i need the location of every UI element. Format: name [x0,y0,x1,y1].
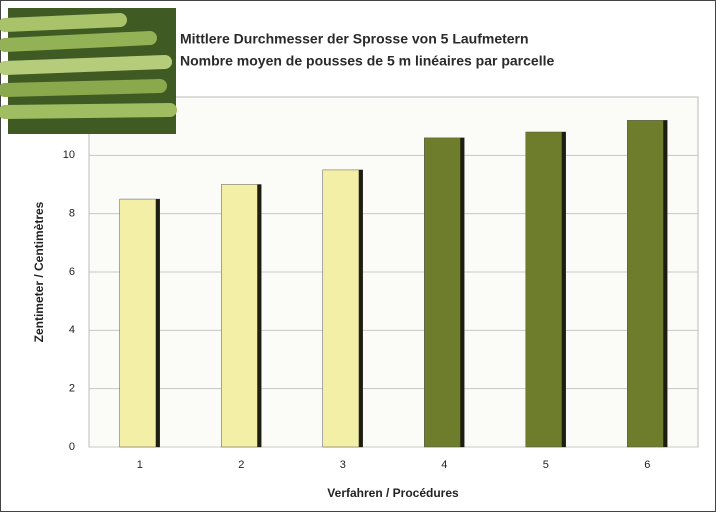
y-tick-label: 6 [69,266,75,278]
y-tick-label: 10 [63,149,75,161]
y-tick-label: 0 [69,441,75,453]
x-tick-label: 6 [644,459,650,471]
y-tick-label: 4 [69,324,75,336]
y-tick-label: 2 [69,383,75,395]
asparagus-photo [5,8,176,134]
bar [323,170,363,447]
chart: Mittlere Durchmesser der Sprosse von 5 L… [0,0,716,512]
bar-shadow [562,132,566,447]
x-tick-label: 2 [238,459,244,471]
bar-shadow [460,138,464,447]
y-tick-label: 8 [69,208,75,220]
x-tick-label: 1 [137,459,143,471]
bar-shadow [156,199,160,447]
x-tick-label: 5 [543,459,549,471]
chart-title: Mittlere Durchmesser der Sprosse von 5 L… [180,31,529,47]
bar-shadow [359,170,363,447]
y-axis-title: Zentimeter / Centimètres [32,201,46,342]
bar [424,138,464,447]
bar-shadow [663,120,667,447]
x-axis-title: Verfahren / Procédures [327,486,459,500]
x-tick-label: 4 [441,459,447,471]
bar [120,199,160,447]
bar [221,185,261,448]
bar [627,120,667,447]
chart-subtitle: Nombre moyen de pousses de 5 m linéaires… [180,53,554,69]
x-tick-label: 3 [340,459,346,471]
bar-shadow [257,185,261,448]
bar [526,132,566,447]
